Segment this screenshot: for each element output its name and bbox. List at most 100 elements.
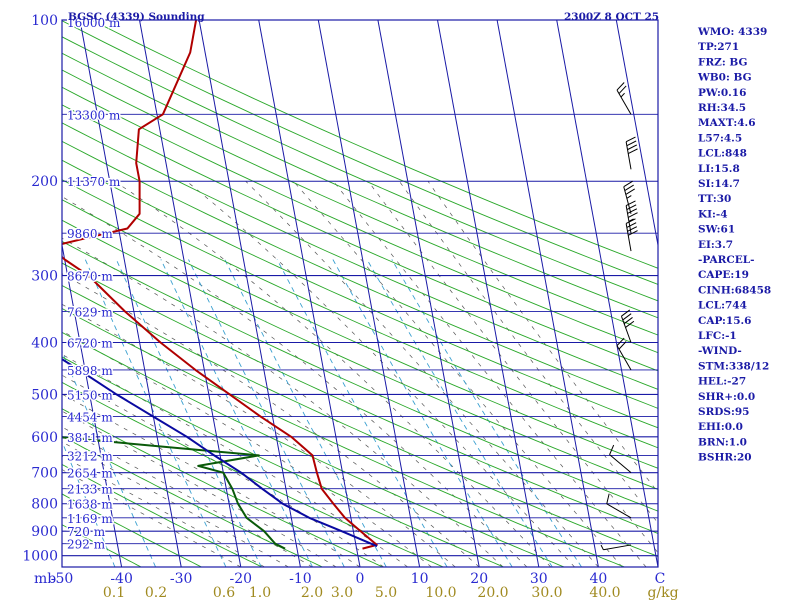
height-label: 7629 m [67, 305, 113, 319]
chart-title: BGSC (4339) Sounding [68, 11, 205, 23]
index-value: LCL:744 [698, 300, 747, 312]
mixing-ratio-line [115, 259, 262, 567]
height-label: 3212 m [67, 449, 113, 463]
wind-barb-feather [627, 144, 638, 151]
index-value: PW:0.16 [698, 87, 746, 99]
dry-adiabat [62, 463, 263, 567]
mixing-ratio-line [188, 259, 345, 567]
valid-time: 2300Z 8 OCT 25 [564, 11, 659, 23]
mixing-ratio-line [84, 259, 227, 567]
isotherm [198, 20, 301, 567]
moist-adiabat [62, 374, 384, 567]
index-value: STM:338/12 [698, 360, 769, 372]
mixing-ratio-line [224, 259, 387, 567]
index-value: BRN:1.0 [698, 436, 747, 448]
dry-adiabat [62, 86, 658, 354]
wind-barbs [600, 82, 638, 551]
plot-frame [61, 19, 659, 568]
wind-barb [606, 493, 632, 519]
index-value: SHR+:0.0 [698, 391, 755, 403]
temperature-tick-label: -20 [230, 571, 253, 587]
moist-adiabat [62, 273, 480, 567]
dewpoint-trace [62, 436, 286, 550]
moist-adiabat [427, 181, 658, 493]
pressure-tick-label: 300 [31, 269, 58, 285]
height-label: 11370 m [67, 175, 121, 189]
index-value: BSHR:20 [698, 452, 752, 464]
pressure-tick-label: 800 [31, 497, 58, 513]
dry-adiabat [62, 140, 658, 409]
index-value: SW:61 [698, 224, 735, 236]
wind-barb [625, 136, 638, 170]
mixing-ratio-label: 2.0 [301, 585, 323, 600]
wind-barb-staff [606, 503, 632, 519]
wind-barb-feather [623, 317, 633, 325]
wind-barb [620, 309, 635, 343]
pressure-tick-label: 600 [31, 430, 58, 446]
index-value: CAP:15.6 [698, 315, 751, 327]
isotherm [615, 20, 658, 248]
height-label: 1169 m [67, 512, 113, 526]
mixing-ratio-line [160, 259, 313, 567]
dry-adiabat [62, 356, 504, 567]
wind-barb-feather [618, 341, 627, 350]
dry-adiabat [62, 122, 658, 390]
dry-adiabat [62, 159, 658, 429]
wind-barb-feather [606, 493, 610, 504]
mixing-ratio-line [332, 259, 513, 567]
index-value: TP:271 [698, 41, 739, 53]
wind-barb-feather [616, 337, 625, 346]
index-value: WMO: 4339 [697, 26, 767, 38]
mixing-ratio-label: 30.0 [531, 585, 562, 600]
parcel-trace [62, 358, 378, 548]
index-value: RH:34.5 [698, 102, 746, 114]
isotherm [258, 20, 361, 567]
index-value: TT:30 [698, 193, 731, 205]
temperature-trace [62, 20, 378, 550]
index-value: LI:15.8 [698, 163, 740, 175]
height-label: 5150 m [67, 388, 113, 402]
mixing-ratio-label: 20.0 [477, 585, 508, 600]
mixing-ratio-label: 10.0 [425, 585, 456, 600]
wind-barb-staff [603, 544, 632, 551]
temperature-tick-label: 0 [356, 571, 365, 587]
wind-barb [609, 444, 632, 474]
height-label: 3811 m [67, 431, 113, 445]
wind-barb-feather [600, 544, 604, 551]
wind-barb [600, 544, 632, 551]
height-label: 4454 m [67, 411, 113, 425]
index-value: SRDS:95 [698, 406, 750, 418]
index-value: CAPE:19 [698, 269, 749, 281]
height-label: 13300 m [67, 108, 121, 122]
mixing-ratio-label: 0.6 [213, 585, 235, 600]
height-label: 292 m [67, 538, 106, 552]
wind-barb-staff [616, 89, 632, 115]
index-value: LCL:848 [698, 148, 747, 160]
height-label: 1638 m [67, 498, 113, 512]
wind-barb-feather [627, 212, 638, 218]
pressure-tick-label: 700 [31, 466, 58, 482]
wind-barb-staff [616, 345, 632, 371]
wind-barb-staff [625, 205, 632, 234]
index-value: FRZ: BG [698, 56, 747, 68]
dry-adiabat [62, 524, 142, 567]
dry-adiabat [62, 240, 658, 512]
wind-barb-feather [625, 200, 636, 207]
wind-barb-feather [627, 226, 638, 232]
dry-adiabat [62, 219, 658, 490]
wind-barb-feather [626, 195, 632, 199]
dry-adiabat [62, 36, 658, 302]
wind-barb-feather [622, 313, 632, 321]
index-value: SI:14.7 [698, 178, 740, 190]
dry-adiabat [62, 308, 625, 567]
temperature-unit-label: C [655, 571, 666, 587]
wind-barb-staff [609, 454, 632, 474]
dry-adiabat [91, 20, 658, 269]
temperature-tick-label: 40 [589, 571, 607, 587]
pressure-tick-label: 900 [31, 524, 58, 540]
wind-barb [625, 200, 638, 234]
dry-adiabat [62, 284, 658, 557]
index-value: -PARCEL- [698, 254, 754, 266]
mixing-ratio-line [391, 259, 582, 567]
